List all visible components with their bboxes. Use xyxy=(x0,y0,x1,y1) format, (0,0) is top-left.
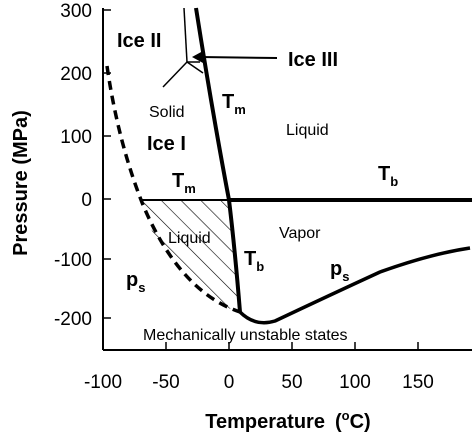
x-tick-label: 150 xyxy=(402,372,434,393)
y-tick-label: 300 xyxy=(60,1,92,22)
unstable-states-label: Mechanically unstable states xyxy=(143,327,348,344)
solid-label: Solid xyxy=(149,104,185,121)
ps-label-right: ps xyxy=(330,258,349,284)
y-tick-marks xyxy=(103,9,111,319)
y-tick-label: 200 xyxy=(60,64,92,85)
tm-label-upper: Tm xyxy=(222,91,246,117)
melting-curve xyxy=(194,7,242,313)
x-tick-label: -100 xyxy=(84,372,122,393)
ice-boundary-1 xyxy=(183,7,188,63)
metastable-liquid-hatch xyxy=(140,200,240,312)
x-tick-marks xyxy=(102,342,419,350)
x-tick-label: -50 xyxy=(152,372,179,393)
liquid-lower-label: Liquid xyxy=(168,230,211,247)
liquid-spinodal-curve xyxy=(238,246,471,325)
y-tick-label: -100 xyxy=(54,250,92,271)
liquid-upper-label: Liquid xyxy=(286,122,329,139)
ice1-label: Ice I xyxy=(147,133,186,155)
x-axis-title: Temperature (oC) xyxy=(205,408,370,433)
tb-label-right: Tb xyxy=(378,163,398,189)
ps-dashed-curve xyxy=(105,65,241,314)
ice-boundary-3 xyxy=(186,61,204,74)
y-axis-title: Pressure (MPa) xyxy=(10,110,32,256)
x-tick-label: 100 xyxy=(339,372,371,393)
x-tick-label: 0 xyxy=(224,372,235,393)
vapor-label: Vapor xyxy=(279,225,321,242)
ice3-arrowhead xyxy=(192,51,203,63)
y-tick-label: -200 xyxy=(54,309,92,330)
ice3-arrow-line xyxy=(199,56,278,59)
ice2-label: Ice II xyxy=(117,30,161,52)
ps-label-left: ps xyxy=(126,269,145,295)
tb-label-lower: Tb xyxy=(244,248,264,274)
ice3-label: Ice III xyxy=(288,49,338,71)
y-tick-label: 100 xyxy=(60,127,92,148)
ice-boundary-2 xyxy=(162,61,188,88)
x-tick-label: 50 xyxy=(281,372,302,393)
y-tick-label: 0 xyxy=(81,190,92,211)
tm-label-lower: Tm xyxy=(172,170,196,196)
